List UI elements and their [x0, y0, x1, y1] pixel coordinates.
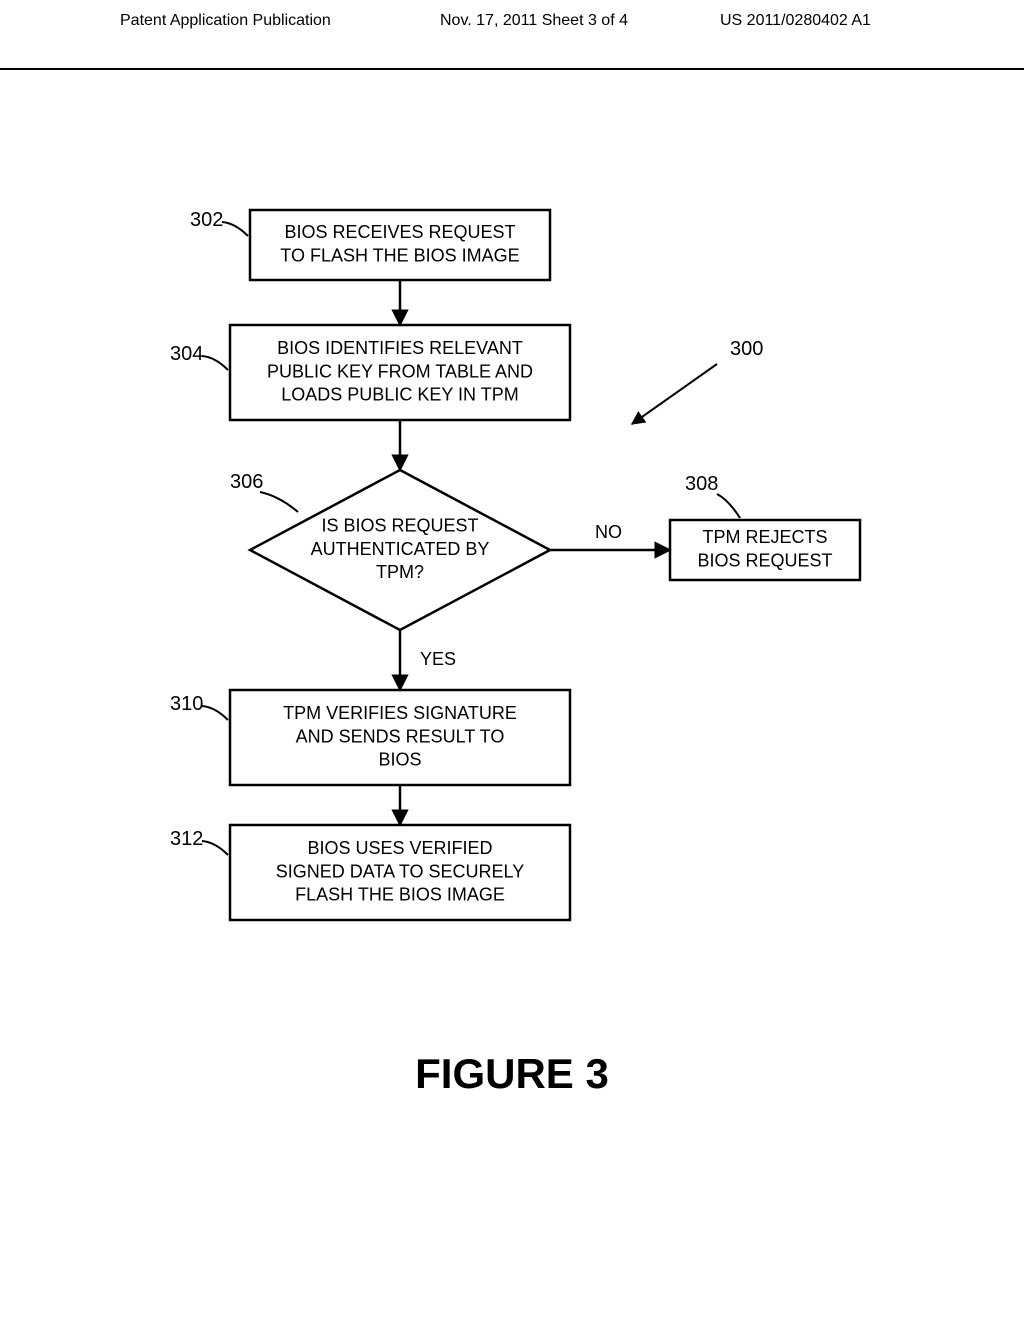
- svg-text:TPM VERIFIES SIGNATURE: TPM VERIFIES SIGNATURE: [283, 703, 517, 723]
- svg-text:308: 308: [685, 473, 718, 495]
- svg-text:306: 306: [230, 471, 263, 493]
- page-header-rule: [0, 68, 1024, 76]
- flowchart-container: BIOS RECEIVES REQUEST TO FLASH THE BIOS I…: [120, 190, 920, 1090]
- svg-text:BIOS IDENTIFIES RELEVANT: BIOS IDENTIFIES RELEVANT: [277, 338, 523, 358]
- header-mid-text: Nov. 17, 2011 Sheet 3 of 4: [440, 12, 628, 30]
- svg-text:IS BIOS REQUEST: IS BIOS REQUEST: [321, 515, 478, 535]
- svg-text:310: 310: [170, 693, 203, 715]
- flowchart-svg: BIOS RECEIVES REQUEST TO FLASH THE BIOS I…: [120, 190, 920, 990]
- svg-text:300: 300: [730, 338, 763, 360]
- svg-text:304: 304: [170, 343, 203, 365]
- svg-text:PUBLIC KEY FROM TABLE AND: PUBLIC KEY FROM TABLE AND: [267, 361, 533, 381]
- svg-text:BIOS REQUEST: BIOS REQUEST: [697, 550, 832, 570]
- header-right-text: US 2011/0280402 A1: [720, 12, 871, 30]
- svg-text:NO: NO: [595, 522, 622, 542]
- figure-caption: FIGURE 3: [0, 1050, 1024, 1098]
- header-left-text: Patent Application Publication: [120, 12, 331, 30]
- svg-text:LOADS PUBLIC KEY IN TPM: LOADS PUBLIC KEY IN TPM: [281, 385, 518, 405]
- svg-text:TPM?: TPM?: [376, 562, 424, 582]
- svg-text:312: 312: [170, 828, 203, 850]
- svg-text:BIOS: BIOS: [378, 750, 421, 770]
- svg-text:BIOS RECEIVES REQUEST: BIOS RECEIVES REQUEST: [284, 222, 515, 242]
- svg-text:TPM REJECTS: TPM REJECTS: [702, 527, 827, 547]
- svg-text:TO FLASH THE BIOS IMAGE: TO FLASH THE BIOS IMAGE: [280, 245, 519, 265]
- svg-text:YES: YES: [420, 649, 456, 669]
- svg-text:FLASH THE BIOS IMAGE: FLASH THE BIOS IMAGE: [295, 885, 505, 905]
- svg-text:302: 302: [190, 209, 223, 231]
- svg-text:SIGNED DATA TO SECURELY: SIGNED DATA TO SECURELY: [276, 861, 524, 881]
- svg-text:AND SENDS RESULT TO: AND SENDS RESULT TO: [296, 726, 505, 746]
- page: Patent Application Publication Nov. 17, …: [0, 0, 1024, 1320]
- svg-text:BIOS USES VERIFIED: BIOS USES VERIFIED: [307, 838, 492, 858]
- svg-text:AUTHENTICATED BY: AUTHENTICATED BY: [311, 539, 490, 559]
